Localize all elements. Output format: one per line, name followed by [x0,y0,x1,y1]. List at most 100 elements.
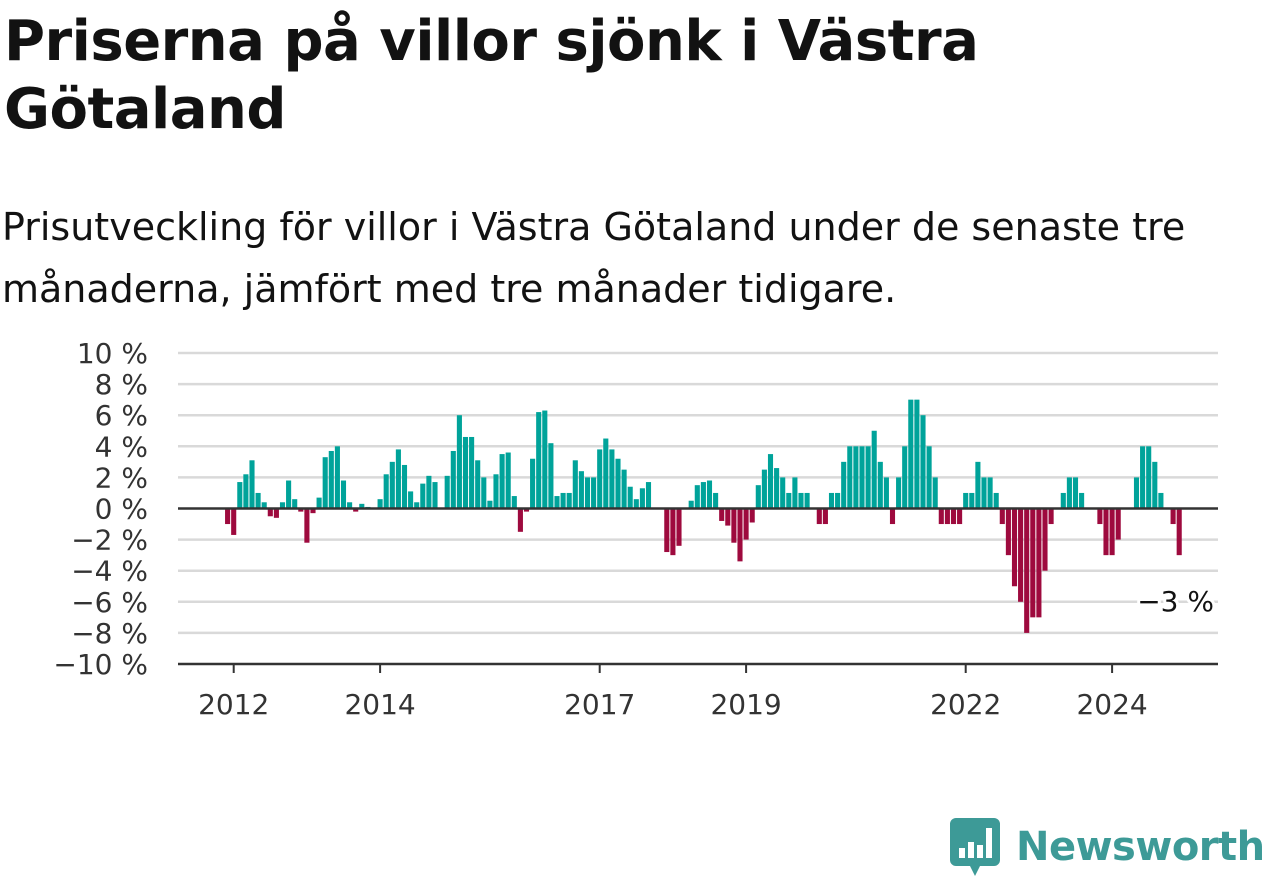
bar [536,412,542,509]
x-tick-label: 2022 [930,688,1001,721]
bar [548,443,554,509]
bar [804,492,810,509]
bar [950,508,957,525]
bar [743,508,749,540]
bar [957,508,963,525]
bar [597,449,603,509]
bar [1024,508,1030,633]
bar [1030,508,1036,618]
bar [664,508,670,553]
bar [725,508,731,526]
bar [444,475,450,509]
y-tick-label: −10 % [53,648,148,681]
bar [523,508,530,512]
bar [896,477,902,509]
tick-labels: 10 %8 %6 %4 %2 %0 %−2 %−4 %−6 %−8 %−10 %… [53,337,1217,721]
bar [963,492,969,509]
bar [975,461,981,509]
bar [993,492,999,509]
bar [566,492,572,509]
bar [1066,477,1072,509]
gridlines [178,351,1218,635]
bar [517,508,523,532]
bar [511,496,517,509]
bar [237,482,243,509]
bar [609,449,615,509]
bar [914,399,920,509]
bar [645,482,652,509]
bar [578,471,584,509]
bar [395,449,401,509]
bar [493,474,499,509]
bar [475,460,481,509]
chart-subtitle: Prisutveckling för villor i Västra Götal… [2,205,1186,311]
y-tick-label: 2 % [95,461,148,494]
y-tick-label: 6 % [95,399,148,432]
bar [499,454,505,509]
x-tick-label: 2017 [564,688,635,721]
last-value-label: −3 % [1137,585,1214,618]
bar [310,508,316,514]
axes [178,507,1218,673]
x-tick-label: 2012 [198,688,269,721]
brand-name: Newsworthy [1016,824,1262,870]
y-tick-label: −2 % [71,524,148,557]
bar [902,446,908,509]
bar [621,469,627,509]
bar [633,499,639,509]
bar [700,482,706,509]
bar [859,446,865,509]
bar [584,477,591,509]
bar [267,508,273,517]
bar [304,508,310,543]
bar [969,492,975,509]
bar [932,477,938,509]
chart-title: Priserna på villor sjönk i Västra Götala… [4,9,979,142]
bar [816,508,822,525]
bar [377,499,383,509]
bar [987,477,993,509]
bar [231,508,237,535]
bar [871,430,877,509]
bar [591,477,597,509]
bar [554,496,560,509]
bar [938,508,944,525]
bar [1018,508,1024,602]
bar [432,482,438,509]
y-tick-label: 0 % [95,493,148,526]
x-tick-label: 2014 [344,688,415,721]
bar [1072,477,1079,509]
bar [469,436,475,509]
bar [841,461,847,509]
bar [1036,508,1042,618]
y-tick-label: 10 % [77,337,148,370]
bar [389,461,395,509]
bar [292,499,298,509]
y-tick-label: 8 % [95,368,148,401]
bar [255,492,261,509]
bar [273,508,279,518]
y-tick-label: 4 % [95,430,148,463]
bar [1146,446,1152,509]
bar [883,477,889,509]
bar [713,492,719,509]
x-tick-label: 2024 [1076,688,1147,721]
bar [835,492,841,509]
bar [981,477,987,509]
brand-footer: Newsworthy [950,818,1262,876]
bar [865,446,871,509]
y-tick-label: −6 % [71,586,148,619]
bar [908,399,914,509]
bar [822,508,828,525]
bar [249,460,255,509]
newsworthy-logo-icon [950,818,1000,876]
bar [688,500,694,509]
bar [560,492,566,509]
bar [353,508,359,512]
bar [1176,508,1182,556]
bar [456,415,462,509]
bar [1048,508,1054,525]
bar [1158,492,1164,509]
bar [359,503,365,509]
bar [731,508,737,543]
